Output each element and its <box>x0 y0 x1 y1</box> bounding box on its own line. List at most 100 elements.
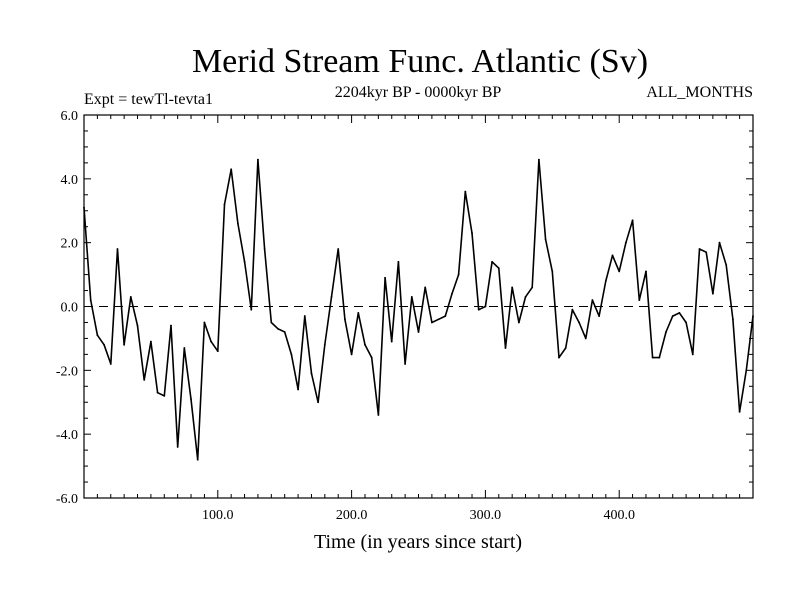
data-point <box>725 264 728 266</box>
data-point <box>156 391 159 394</box>
data-point <box>384 276 386 279</box>
series-line <box>83 158 754 461</box>
data-point <box>176 446 179 448</box>
data-point <box>350 353 353 356</box>
data-point <box>83 206 85 209</box>
data-point <box>89 299 92 302</box>
data-point <box>671 315 674 317</box>
data-point <box>136 324 139 327</box>
data-point <box>277 327 279 330</box>
x-tick-label: 300.0 <box>470 508 502 523</box>
data-point <box>404 363 407 365</box>
data-point <box>705 251 708 254</box>
data-point <box>430 321 433 324</box>
data-point <box>170 324 172 327</box>
data-point <box>183 347 186 349</box>
data-point <box>337 248 340 250</box>
chart-title: Merid Stream Func. Atlantic (Sv) <box>192 43 648 80</box>
data-point <box>471 232 473 234</box>
data-point <box>618 270 621 273</box>
data-point <box>711 292 714 295</box>
data-point <box>390 340 393 343</box>
data-point <box>96 334 99 337</box>
y-tick-label: -4.0 <box>56 428 78 443</box>
y-tick-label: 2.0 <box>61 237 79 252</box>
data-point <box>611 254 614 257</box>
data-point <box>223 203 226 206</box>
data-point <box>250 308 253 311</box>
data-point <box>150 340 152 343</box>
data-point <box>243 260 246 263</box>
data-point <box>377 414 380 416</box>
data-point <box>538 158 540 161</box>
data-point <box>330 296 333 298</box>
data-point <box>638 299 641 302</box>
data-point <box>732 318 734 321</box>
data-point <box>484 305 487 308</box>
data-point <box>544 238 547 241</box>
y-axis: 6.0 4.0 2.0 0.0 -2.0 -4.0 -6.0 <box>56 109 753 507</box>
series-points <box>83 158 754 461</box>
data-point <box>511 286 514 289</box>
data-point <box>517 321 520 324</box>
data-point <box>196 458 199 461</box>
data-point <box>397 260 400 263</box>
data-point <box>323 343 326 346</box>
data-point <box>631 219 634 222</box>
data-point <box>752 315 754 317</box>
data-point <box>558 356 560 359</box>
x-tick-label: 400.0 <box>603 508 635 523</box>
data-point <box>491 260 493 263</box>
data-point <box>424 286 427 289</box>
data-point <box>163 394 166 397</box>
data-point <box>317 401 320 404</box>
data-point <box>718 241 721 244</box>
data-point <box>437 318 440 321</box>
data-point <box>591 299 594 302</box>
data-point <box>691 353 694 356</box>
y-tick-label: -2.0 <box>56 364 78 379</box>
data-point <box>645 270 647 273</box>
data-point <box>417 331 420 333</box>
data-point <box>109 363 112 365</box>
data-point <box>665 331 667 333</box>
data-point <box>685 321 687 324</box>
data-point <box>257 158 259 161</box>
data-point <box>444 315 447 317</box>
data-point <box>571 308 574 311</box>
data-point <box>116 248 119 250</box>
time-range-label: 2204kyr BP - 0000kyr BP <box>335 84 502 101</box>
y-tick-label: 0.0 <box>61 301 79 316</box>
data-point <box>584 337 587 340</box>
data-point <box>290 353 293 356</box>
data-point <box>103 343 105 346</box>
data-point <box>497 267 500 270</box>
data-point <box>564 347 567 349</box>
x-axis: 100.0 200.0 300.0 400.0 <box>96 115 741 523</box>
data-point <box>578 321 580 324</box>
data-point <box>658 356 661 359</box>
data-point <box>364 343 366 346</box>
data-point <box>123 343 126 346</box>
data-point <box>504 347 507 349</box>
data-point <box>451 292 453 295</box>
data-point <box>203 321 206 324</box>
experiment-label: Expt = tewTl-tevta1 <box>84 91 213 108</box>
data-point <box>270 321 273 324</box>
months-label: ALL_MONTHS <box>646 84 753 101</box>
data-point <box>190 398 192 400</box>
data-point <box>698 248 701 250</box>
data-point <box>344 318 346 321</box>
data-point <box>216 350 219 353</box>
data-point <box>738 410 741 413</box>
data-point <box>457 273 460 276</box>
data-point <box>297 388 299 391</box>
data-point <box>678 311 681 314</box>
data-point <box>624 241 627 244</box>
x-tick-label: 100.0 <box>202 508 234 523</box>
data-point <box>551 270 554 273</box>
data-point <box>303 315 306 317</box>
data-point <box>604 280 607 282</box>
